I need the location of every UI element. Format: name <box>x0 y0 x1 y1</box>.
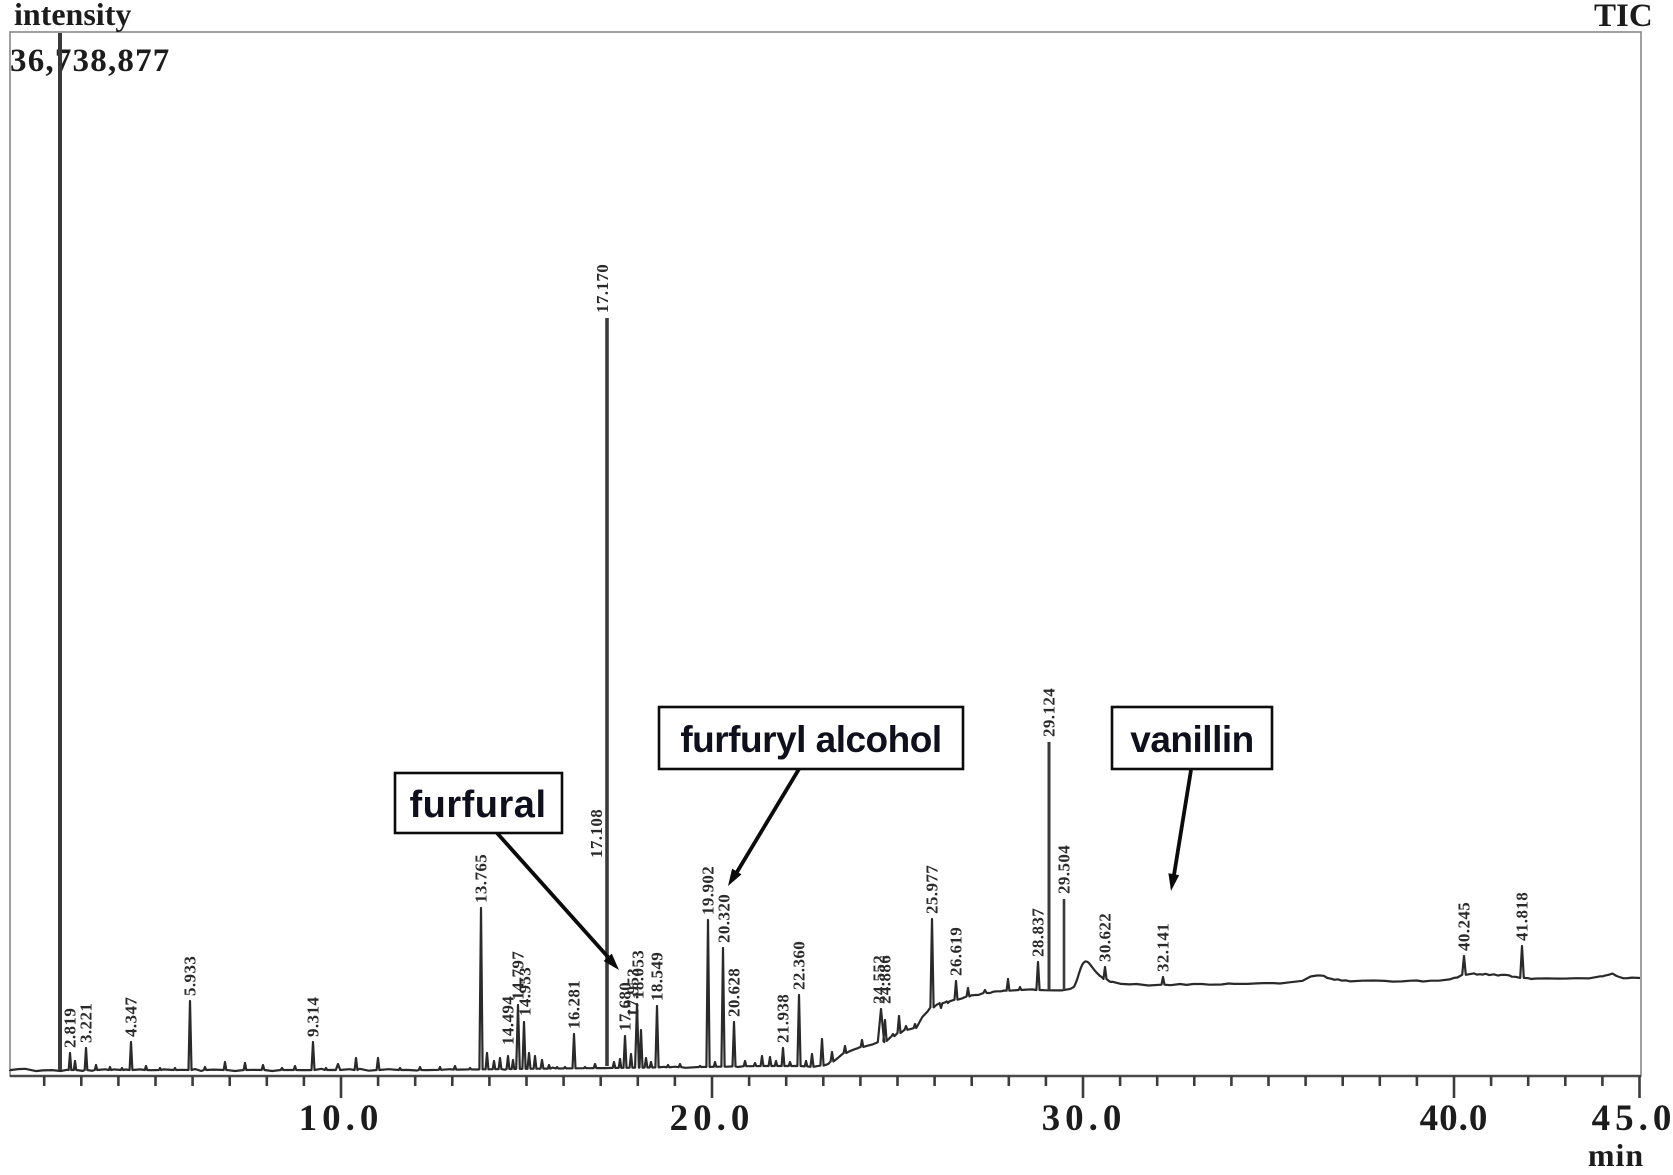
svg-text:21.938: 21.938 <box>774 994 793 1043</box>
svg-text:14.797: 14.797 <box>509 951 528 1000</box>
svg-text:29.504: 29.504 <box>1055 845 1074 894</box>
svg-text:14.953: 14.953 <box>516 967 535 1016</box>
svg-text:30.0: 30.0 <box>1042 1098 1127 1139</box>
svg-text:17.680: 17.680 <box>616 982 635 1031</box>
svg-text:furfuryl alcohol: furfuryl alcohol <box>680 719 941 760</box>
svg-text:36,738,877: 36,738,877 <box>10 43 171 79</box>
svg-text:13.765: 13.765 <box>472 854 491 903</box>
svg-text:intensity: intensity <box>14 0 131 32</box>
svg-text:2.819: 2.819 <box>61 1008 80 1048</box>
svg-text:28.837: 28.837 <box>1029 908 1048 957</box>
svg-text:20.320: 20.320 <box>715 894 734 943</box>
svg-text:26.619: 26.619 <box>947 927 966 976</box>
svg-text:22.360: 22.360 <box>790 941 809 990</box>
svg-text:16.281: 16.281 <box>565 980 584 1029</box>
svg-text:25.977: 25.977 <box>923 865 942 914</box>
svg-text:30.622: 30.622 <box>1096 913 1115 962</box>
svg-text:20.0: 20.0 <box>670 1098 755 1139</box>
svg-text:40.245: 40.245 <box>1455 902 1474 951</box>
svg-text:32.141: 32.141 <box>1154 923 1173 972</box>
svg-text:10.0: 10.0 <box>299 1098 384 1139</box>
svg-text:40.0: 40.0 <box>1420 1098 1489 1139</box>
svg-text:24.552: 24.552 <box>870 955 889 1004</box>
svg-text:45.0: 45.0 <box>1592 1098 1673 1139</box>
svg-text:41.818: 41.818 <box>1513 892 1532 941</box>
svg-text:24.886: 24.886 <box>876 955 895 1004</box>
svg-text:17.170: 17.170 <box>593 264 612 313</box>
svg-text:9.314: 9.314 <box>304 997 323 1037</box>
svg-text:18.053: 18.053 <box>629 950 648 999</box>
svg-text:17.953: 17.953 <box>624 968 643 1017</box>
svg-text:17.108: 17.108 <box>587 809 606 858</box>
svg-text:19.902: 19.902 <box>699 866 718 915</box>
svg-text:29.124: 29.124 <box>1040 688 1059 737</box>
svg-text:TIC: TIC <box>1594 0 1653 34</box>
svg-text:20.628: 20.628 <box>725 968 744 1017</box>
svg-text:3.221: 3.221 <box>77 1003 96 1043</box>
svg-text:furfural: furfural <box>410 784 547 826</box>
svg-text:vanillin: vanillin <box>1130 719 1253 760</box>
svg-text:18.549: 18.549 <box>648 952 667 1001</box>
svg-text:4.347: 4.347 <box>122 997 141 1037</box>
svg-text:5.933: 5.933 <box>181 956 200 996</box>
svg-text:14.494: 14.494 <box>499 996 518 1045</box>
svg-text:min: min <box>1588 1137 1644 1173</box>
